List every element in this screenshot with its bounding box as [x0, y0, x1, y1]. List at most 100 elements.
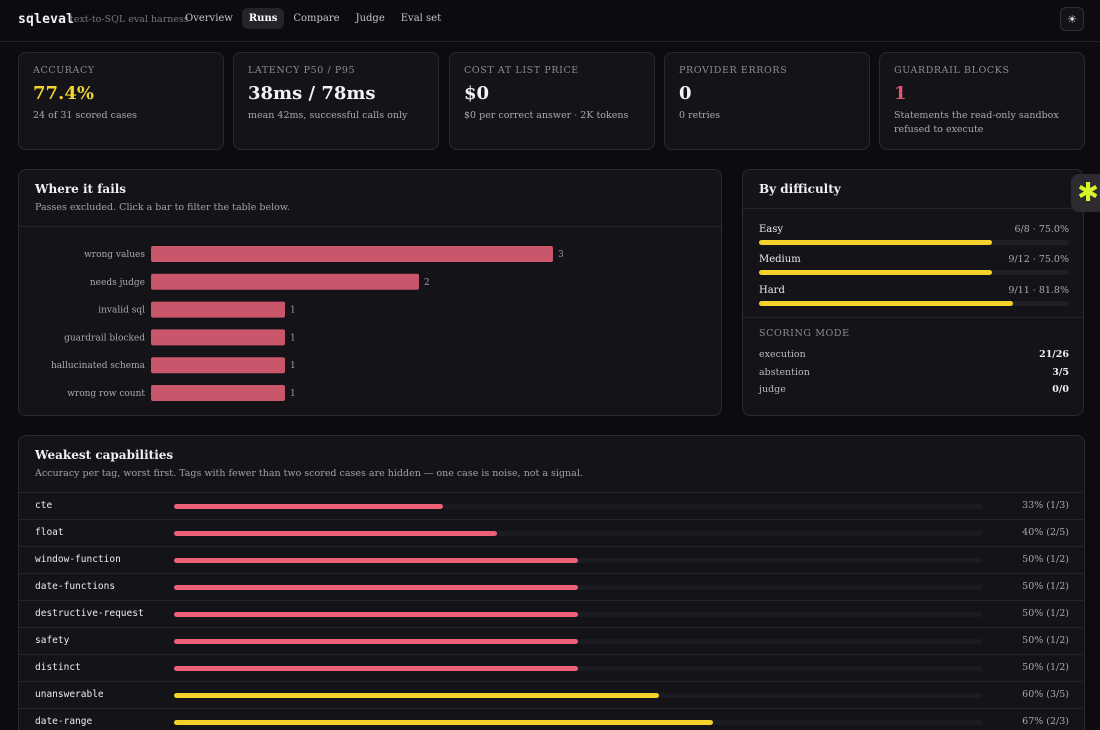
failure-bar[interactable] [151, 357, 285, 374]
failure-bar[interactable] [151, 385, 285, 401]
difficulty-name: Medium [759, 254, 801, 265]
bar-value-label: 1 [290, 306, 296, 316]
app-tagline: text-to-SQL eval harness [70, 14, 189, 25]
capability-track [174, 720, 982, 725]
difficulty-fill [759, 270, 992, 275]
capability-track [174, 558, 982, 563]
capability-tag: cte [35, 500, 53, 511]
mode-name: execution [759, 349, 806, 360]
kpi-value: $0 [464, 83, 490, 104]
kpi-sub: 24 of 31 scored cases [33, 110, 138, 121]
capability-tag: unanswerable [35, 689, 104, 700]
kpi-value: 1 [894, 83, 907, 104]
difficulty-track [759, 240, 1069, 245]
divider [743, 317, 1083, 318]
bar-value-label: 2 [424, 278, 430, 288]
capability-fill [174, 666, 578, 671]
difficulty-row-medium: Medium 9/12 · 75.0% [759, 254, 1069, 275]
capability-stat: 50% (1/2) [1022, 581, 1069, 592]
kpi-label: LATENCY P50 / P95 [248, 65, 356, 76]
difficulty-row-hard: Hard 9/11 · 81.8% [759, 285, 1069, 306]
nav-judge[interactable]: Judge [355, 13, 385, 24]
capability-row[interactable]: distinct 50% (1/2) [19, 654, 1085, 681]
divider [19, 226, 721, 227]
capability-fill [174, 693, 659, 698]
capability-row[interactable]: safety 50% (1/2) [19, 627, 1085, 654]
mode-name: judge [759, 384, 786, 395]
difficulty-fill [759, 301, 1013, 306]
nav-runs[interactable]: Runs [241, 8, 285, 29]
capability-track [174, 531, 982, 536]
difficulty-track [759, 301, 1069, 306]
capability-fill [174, 639, 578, 644]
bar-category-label: needs judge [90, 278, 145, 288]
failures-panel: Where it fails Passes excluded. Click a … [18, 169, 722, 416]
failure-bar[interactable] [151, 273, 419, 290]
difficulty-title: By difficulty [759, 182, 841, 196]
failure-bar[interactable] [151, 246, 553, 262]
capability-row[interactable]: float 40% (2/5) [19, 519, 1085, 546]
theme-toggle-button[interactable]: ☀ [1060, 7, 1084, 31]
kpi-card-latency: LATENCY P50 / P95 38ms / 78ms mean 42ms,… [233, 52, 439, 150]
capability-tag: window-function [35, 554, 121, 565]
capabilities-subtitle: Accuracy per tag, worst first. Tags with… [35, 468, 583, 479]
difficulty-name: Easy [759, 224, 784, 235]
bar-value-label: 1 [290, 389, 296, 399]
bar-category-label: invalid sql [98, 306, 145, 316]
kpi-value: 0 [679, 83, 692, 104]
failure-bar-chart: wrong values 3 needs judge 2 invalid sql 1 gua… [51, 246, 564, 401]
capability-fill [174, 585, 578, 590]
capability-tag: float [35, 527, 64, 538]
mode-name: abstention [759, 367, 810, 378]
difficulty-fill [759, 240, 992, 245]
capability-row[interactable]: cte 33% (1/3) [19, 492, 1085, 519]
kpi-label: COST AT LIST PRICE [464, 65, 579, 76]
bar-value-label: 1 [290, 333, 296, 343]
kpi-label: PROVIDER ERRORS [679, 65, 788, 76]
difficulty-stat: 6/8 · 75.0% [1014, 224, 1069, 235]
scoring-mode-row: abstention 3/5 [759, 367, 1069, 378]
nav-eval-set[interactable]: Eval set [400, 13, 442, 24]
difficulty-panel: By difficulty Easy 6/8 · 75.0% Medium 9/… [742, 169, 1084, 416]
kpi-card-provider-errors: PROVIDER ERRORS 0 0 retries [664, 52, 870, 150]
capability-stat: 33% (1/3) [1022, 500, 1069, 511]
bar-value-label: 1 [290, 361, 296, 371]
kpi-sub: Statements the read-only sandbox refused… [894, 110, 1059, 135]
capability-row[interactable]: unanswerable 60% (3/5) [19, 681, 1085, 708]
nav-overview[interactable]: Overview [185, 13, 233, 24]
capability-fill [174, 558, 578, 563]
capability-row[interactable]: destructive-request 50% (1/2) [19, 600, 1085, 627]
failure-bar[interactable] [151, 329, 285, 346]
capability-stat: 50% (1/2) [1022, 662, 1069, 673]
difficulty-stat: 9/12 · 75.0% [1008, 254, 1069, 265]
capability-row[interactable]: date-range 67% (2/3) [19, 708, 1085, 730]
kpi-sub: 0 retries [679, 110, 721, 121]
failure-bar[interactable] [151, 301, 285, 318]
app-brand[interactable]: sqleval [18, 12, 75, 27]
capability-stat: 40% (2/5) [1022, 527, 1069, 538]
capability-stat: 50% (1/2) [1022, 608, 1069, 619]
bar-category-label: wrong row count [67, 389, 145, 399]
difficulty-row-easy: Easy 6/8 · 75.0% [759, 224, 1069, 245]
scoring-mode-label: SCORING MODE [759, 328, 850, 339]
capability-track [174, 612, 982, 617]
kpi-label: ACCURACY [33, 65, 95, 76]
mode-value: 21/26 [1039, 349, 1069, 360]
kpi-label: GUARDRAIL BLOCKS [894, 65, 1010, 76]
asterisk-icon[interactable]: ✱ [1071, 174, 1100, 212]
capabilities-panel: Weakest capabilities Accuracy per tag, w… [18, 435, 1085, 730]
kpi-card-guardrail-blocks: GUARDRAIL BLOCKS 1 Statements the read-o… [879, 52, 1085, 150]
mode-value: 0/0 [1052, 384, 1069, 395]
mode-value: 3/5 [1052, 367, 1069, 378]
difficulty-track [759, 270, 1069, 275]
capability-row[interactable]: date-functions 50% (1/2) [19, 573, 1085, 600]
bar-category-label: hallucinated schema [51, 361, 146, 371]
capability-track [174, 585, 982, 590]
capability-track [174, 639, 982, 644]
failures-title: Where it fails [35, 182, 127, 196]
capability-tag: date-functions [35, 581, 116, 592]
capability-track [174, 504, 982, 509]
capability-row[interactable]: window-function 50% (1/2) [19, 546, 1085, 573]
capability-stat: 67% (2/3) [1022, 716, 1069, 727]
nav-compare[interactable]: Compare [293, 13, 340, 24]
